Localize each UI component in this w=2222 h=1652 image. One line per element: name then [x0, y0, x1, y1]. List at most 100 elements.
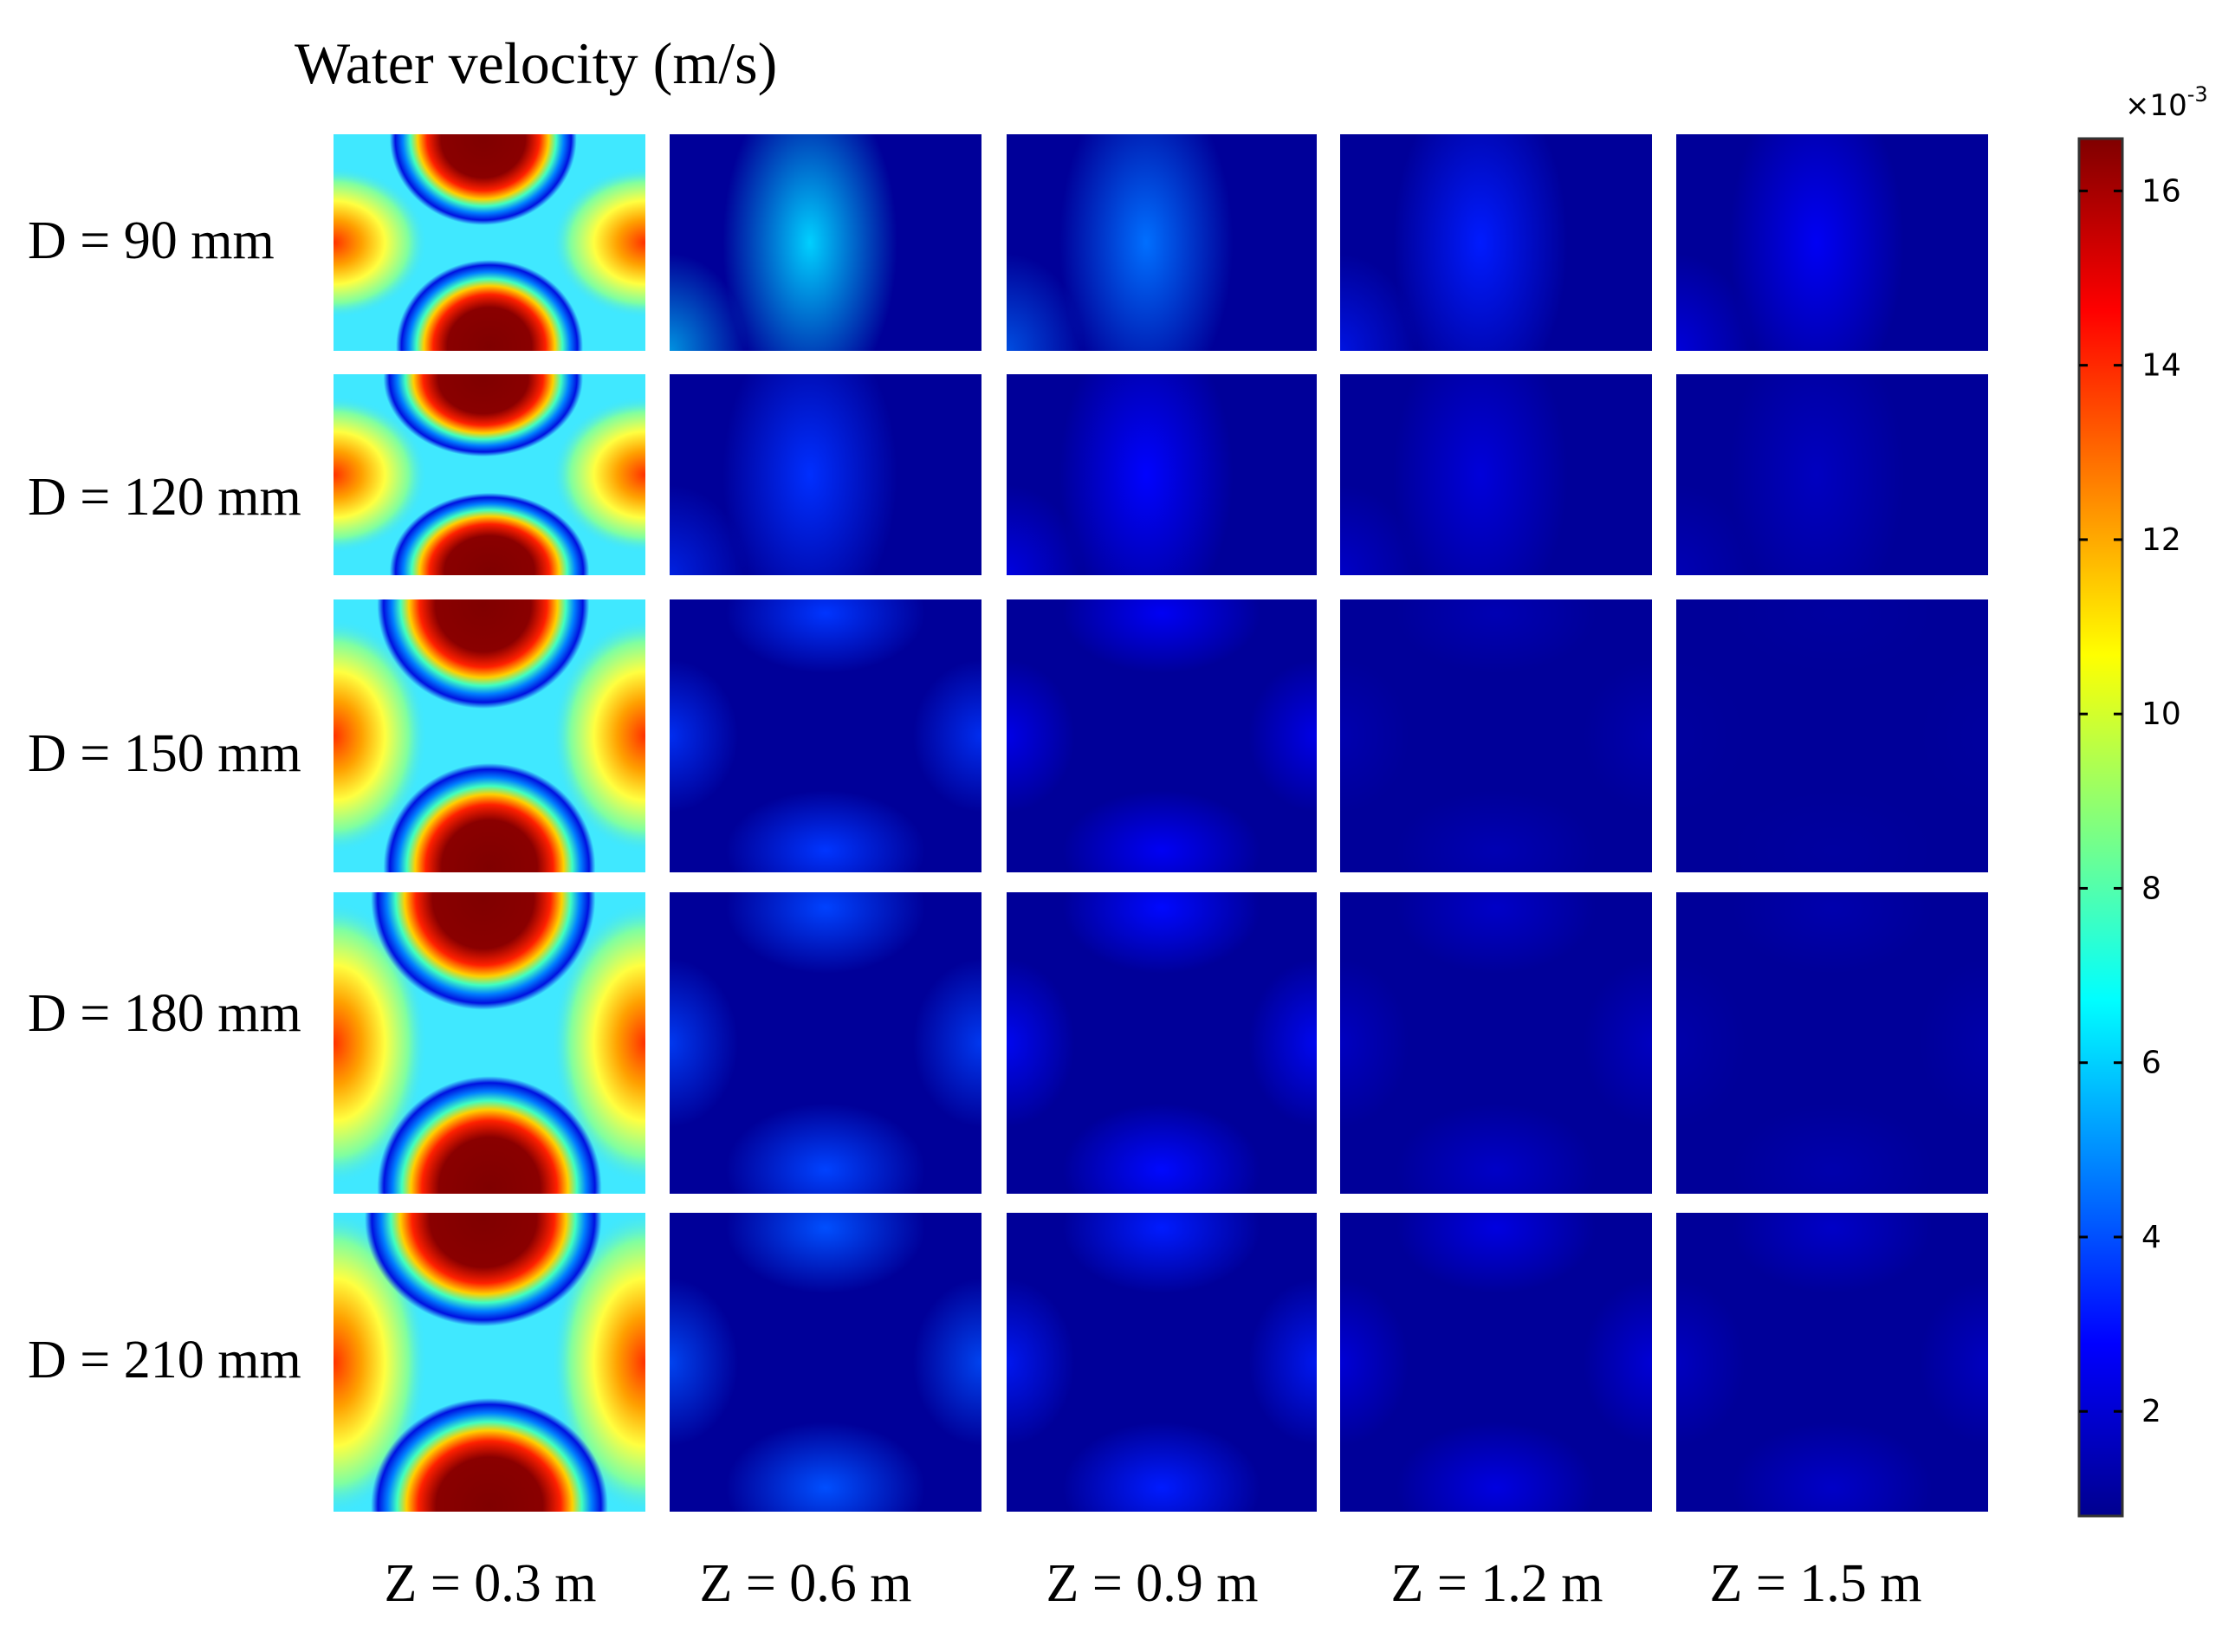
heatmap-panel — [1340, 374, 1652, 575]
heatmap-panel — [1007, 599, 1317, 872]
colorbar-ticks: 2 4 6 8 10 12 14 16 — [2079, 173, 2181, 1429]
velocity-lobe — [1340, 253, 1418, 351]
panel-field — [1676, 599, 1988, 872]
velocity-lobe-bottom — [1396, 1422, 1597, 1512]
colorbar-tick-label: 8 — [2141, 871, 2161, 906]
panel-field — [334, 374, 645, 575]
side-lobe-left — [334, 166, 427, 319]
velocity-lobe-right — [1248, 958, 1317, 1128]
panel-field — [1676, 134, 1988, 351]
side-lobe-right — [552, 901, 645, 1185]
hot-spot-bottom — [396, 260, 583, 351]
velocity-lobe — [1676, 484, 1754, 575]
hot-spot-top — [365, 1213, 602, 1327]
heatmap-panel — [670, 1213, 981, 1512]
velocity-lobe-left — [1340, 958, 1409, 1128]
heatmap-panel — [334, 892, 645, 1194]
side-lobe-left — [334, 619, 427, 853]
heatmap-panel — [670, 599, 981, 872]
heatmap-panel — [1007, 374, 1317, 575]
heatmap-panel — [1676, 134, 1988, 351]
velocity-lobe-right — [1583, 1278, 1652, 1447]
velocity-lobe-right — [1919, 659, 1988, 813]
heatmap-panel — [1676, 1213, 1988, 1512]
velocity-lobe-left — [1676, 1278, 1746, 1447]
velocity-lobe — [1059, 374, 1234, 575]
row-label-0: D = 90 mm — [28, 211, 275, 270]
side-lobe-left — [334, 396, 427, 554]
hot-spot-top — [377, 599, 590, 709]
velocity-lobe-top — [1396, 892, 1597, 974]
heatmap-panel — [334, 374, 645, 575]
velocity-lobe-bottom — [1732, 1103, 1933, 1194]
heatmap-panel — [1676, 892, 1988, 1194]
panel-field — [1340, 599, 1652, 872]
panel-field — [1007, 134, 1317, 351]
heatmap-panel — [670, 134, 981, 351]
velocity-lobe-left — [1340, 659, 1409, 813]
velocity-lobe-left — [670, 958, 739, 1128]
column-label-0: Z = 0.3 m — [384, 1554, 596, 1613]
colorbar-tick-label: 16 — [2141, 173, 2181, 209]
velocity-lobe-right — [1583, 958, 1652, 1128]
colorbar-multiplier: ×10-3 — [2125, 82, 2208, 123]
heatmap-panel — [1007, 1213, 1317, 1512]
column-label-1: Z = 0.6 m — [699, 1554, 911, 1613]
column-labels: Z = 0.3 m Z = 0.6 m Z = 0.9 m Z = 1.2 m … — [384, 1554, 1921, 1613]
panel-field — [670, 892, 981, 1194]
colorbar-tick-label: 10 — [2141, 696, 2181, 732]
panel-field — [670, 1213, 981, 1512]
velocity-lobe-bottom — [1396, 1103, 1597, 1194]
velocity-lobe-top — [1062, 1213, 1261, 1294]
heatmap-panel — [670, 892, 981, 1194]
velocity-lobe-bottom — [1062, 1422, 1261, 1512]
heatmap-panel — [1007, 892, 1317, 1194]
row-label-3: D = 180 mm — [28, 984, 301, 1043]
colorbar-tick-label: 6 — [2141, 1046, 2161, 1081]
column-label-2: Z = 0.9 m — [1046, 1554, 1258, 1613]
colorbar-tick-label: 12 — [2141, 522, 2181, 558]
velocity-lobe-right — [1919, 1278, 1988, 1447]
velocity-lobe-top — [1062, 892, 1261, 974]
velocity-lobe-right — [1248, 1278, 1317, 1447]
velocity-lobe-bottom — [725, 1422, 926, 1512]
colorbar-gradient — [2077, 137, 2124, 1518]
heatmap-panel — [1340, 1213, 1652, 1512]
velocity-lobe-right — [912, 659, 981, 813]
hot-spot-bottom — [371, 1397, 608, 1512]
velocity-lobe-top — [725, 892, 926, 974]
row-label-2: D = 150 mm — [28, 724, 301, 783]
column-label-4: Z = 1.5 m — [1709, 1554, 1921, 1613]
velocity-lobe-left — [1007, 659, 1075, 813]
colorbar-tick-label: 4 — [2141, 1220, 2161, 1255]
panel-field — [1007, 374, 1317, 575]
velocity-lobe-top — [1732, 892, 1933, 974]
velocity-lobe-top — [1062, 599, 1261, 674]
panel-field — [1340, 134, 1652, 351]
panel-field — [334, 599, 645, 872]
panel-field — [334, 1213, 645, 1512]
velocity-lobe-bottom — [725, 790, 926, 872]
velocity-lobe-bottom — [1062, 1103, 1261, 1194]
side-lobe-right — [552, 619, 645, 853]
velocity-lobe-top — [1396, 599, 1597, 674]
hot-spot-top — [371, 892, 596, 1010]
hot-spot-bottom — [389, 492, 590, 575]
heatmap-panel — [334, 1213, 645, 1512]
velocity-lobe — [1729, 134, 1904, 351]
colorbar-tick-label: 2 — [2141, 1394, 2161, 1429]
row-label-4: D = 210 mm — [28, 1331, 301, 1390]
row-label-1: D = 120 mm — [28, 468, 301, 527]
velocity-lobe-top — [725, 599, 926, 674]
velocity-lobe — [1007, 253, 1085, 351]
panel-field — [670, 374, 981, 575]
colorbar: ×10-3 2 4 6 8 10 12 14 16 — [2077, 82, 2208, 1518]
velocity-lobe-bottom — [1732, 790, 1933, 872]
panel-field — [1340, 1213, 1652, 1512]
panel-field — [1676, 892, 1988, 1194]
velocity-lobe-left — [1340, 1278, 1409, 1447]
heatmap-grid — [334, 134, 1988, 1512]
panel-field — [1007, 892, 1317, 1194]
velocity-lobe-right — [1248, 659, 1317, 813]
